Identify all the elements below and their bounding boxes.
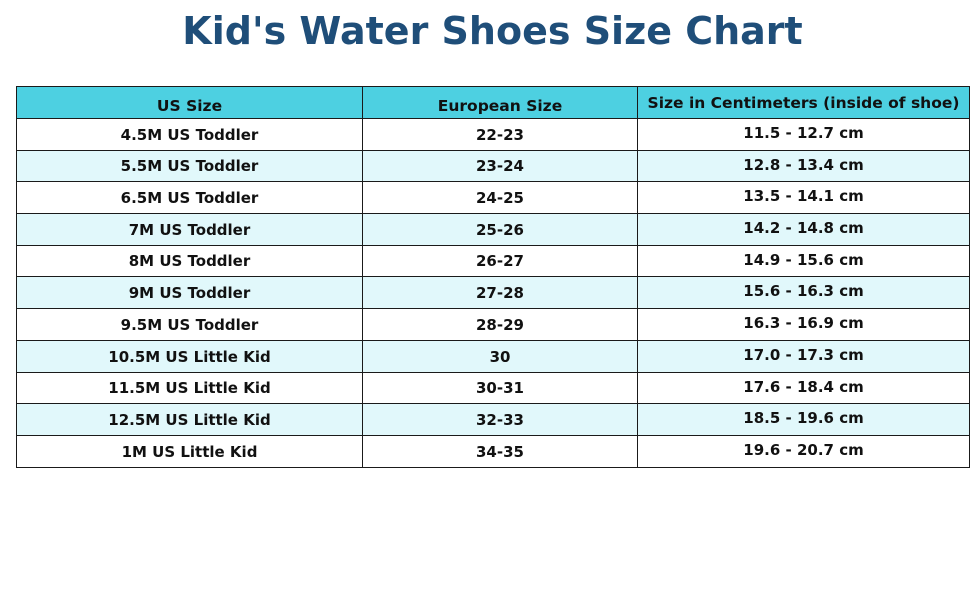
us-size-cell: 8M US Toddler (16, 244, 363, 278)
us-size-cell: 11.5M US Little Kid (16, 371, 363, 405)
european-size-cell: 30 (362, 339, 638, 373)
centimeters-cell: 17.0 - 17.3 cm (637, 339, 970, 373)
table-row: 11.5M US Little Kid 30-31 17.6 - 18.4 cm (16, 371, 970, 405)
centimeters-cell: 18.5 - 19.6 cm (637, 403, 970, 436)
centimeters-cell: 13.5 - 14.1 cm (637, 181, 970, 215)
centimeters-cell: 19.6 - 20.7 cm (637, 434, 970, 468)
table-row: 12.5M US Little Kid 32-33 18.5 - 19.6 cm (16, 403, 970, 436)
us-size-cell: 7M US Toddler (16, 213, 363, 246)
european-size-cell: 34-35 (362, 434, 638, 468)
table-row: 9.5M US Toddler 28-29 16.3 - 16.9 cm (16, 308, 970, 341)
us-size-cell: 9M US Toddler (16, 276, 363, 310)
table-row: 6.5M US Toddler 24-25 13.5 - 14.1 cm (16, 181, 970, 215)
column-header-us-size: US Size (16, 86, 363, 119)
column-header-centimeters: Size in Centimeters (inside of shoe) (637, 86, 970, 119)
european-size-cell: 22-23 (362, 118, 638, 151)
table-row: 8M US Toddler 26-27 14.9 - 15.6 cm (16, 244, 970, 278)
us-size-cell: 5.5M US Toddler (16, 149, 363, 183)
european-size-cell: 32-33 (362, 403, 638, 436)
table-row: 5.5M US Toddler 23-24 12.8 - 13.4 cm (16, 149, 970, 183)
european-size-cell: 28-29 (362, 308, 638, 341)
us-size-cell: 9.5M US Toddler (16, 308, 363, 341)
table-row: 9M US Toddler 27-28 15.6 - 16.3 cm (16, 276, 970, 310)
european-size-cell: 30-31 (362, 371, 638, 405)
table-row: 1M US Little Kid 34-35 19.6 - 20.7 cm (16, 434, 970, 468)
european-size-cell: 27-28 (362, 276, 638, 310)
centimeters-cell: 11.5 - 12.7 cm (637, 118, 970, 151)
us-size-cell: 1M US Little Kid (16, 434, 363, 468)
us-size-cell: 10.5M US Little Kid (16, 339, 363, 373)
table-row: 4.5M US Toddler 22-23 11.5 - 12.7 cm (16, 118, 970, 151)
table-row: 7M US Toddler 25-26 14.2 - 14.8 cm (16, 213, 970, 246)
page-title: Kid's Water Shoes Size Chart (182, 9, 803, 53)
us-size-cell: 6.5M US Toddler (16, 181, 363, 215)
european-size-cell: 23-24 (362, 149, 638, 183)
centimeters-cell: 15.6 - 16.3 cm (637, 276, 970, 310)
us-size-cell: 12.5M US Little Kid (16, 403, 363, 436)
european-size-cell: 25-26 (362, 213, 638, 246)
table-row: 10.5M US Little Kid 30 17.0 - 17.3 cm (16, 339, 970, 373)
european-size-cell: 24-25 (362, 181, 638, 215)
centimeters-cell: 14.2 - 14.8 cm (637, 213, 970, 246)
centimeters-cell: 16.3 - 16.9 cm (637, 308, 970, 341)
centimeters-cell: 17.6 - 18.4 cm (637, 371, 970, 405)
size-chart-table: US Size European Size Size in Centimeter… (16, 86, 970, 468)
column-header-european-size: European Size (362, 86, 638, 119)
us-size-cell: 4.5M US Toddler (16, 118, 363, 151)
table-header-row: US Size European Size Size in Centimeter… (16, 86, 970, 119)
european-size-cell: 26-27 (362, 244, 638, 278)
centimeters-cell: 12.8 - 13.4 cm (637, 149, 970, 183)
centimeters-cell: 14.9 - 15.6 cm (637, 244, 970, 278)
